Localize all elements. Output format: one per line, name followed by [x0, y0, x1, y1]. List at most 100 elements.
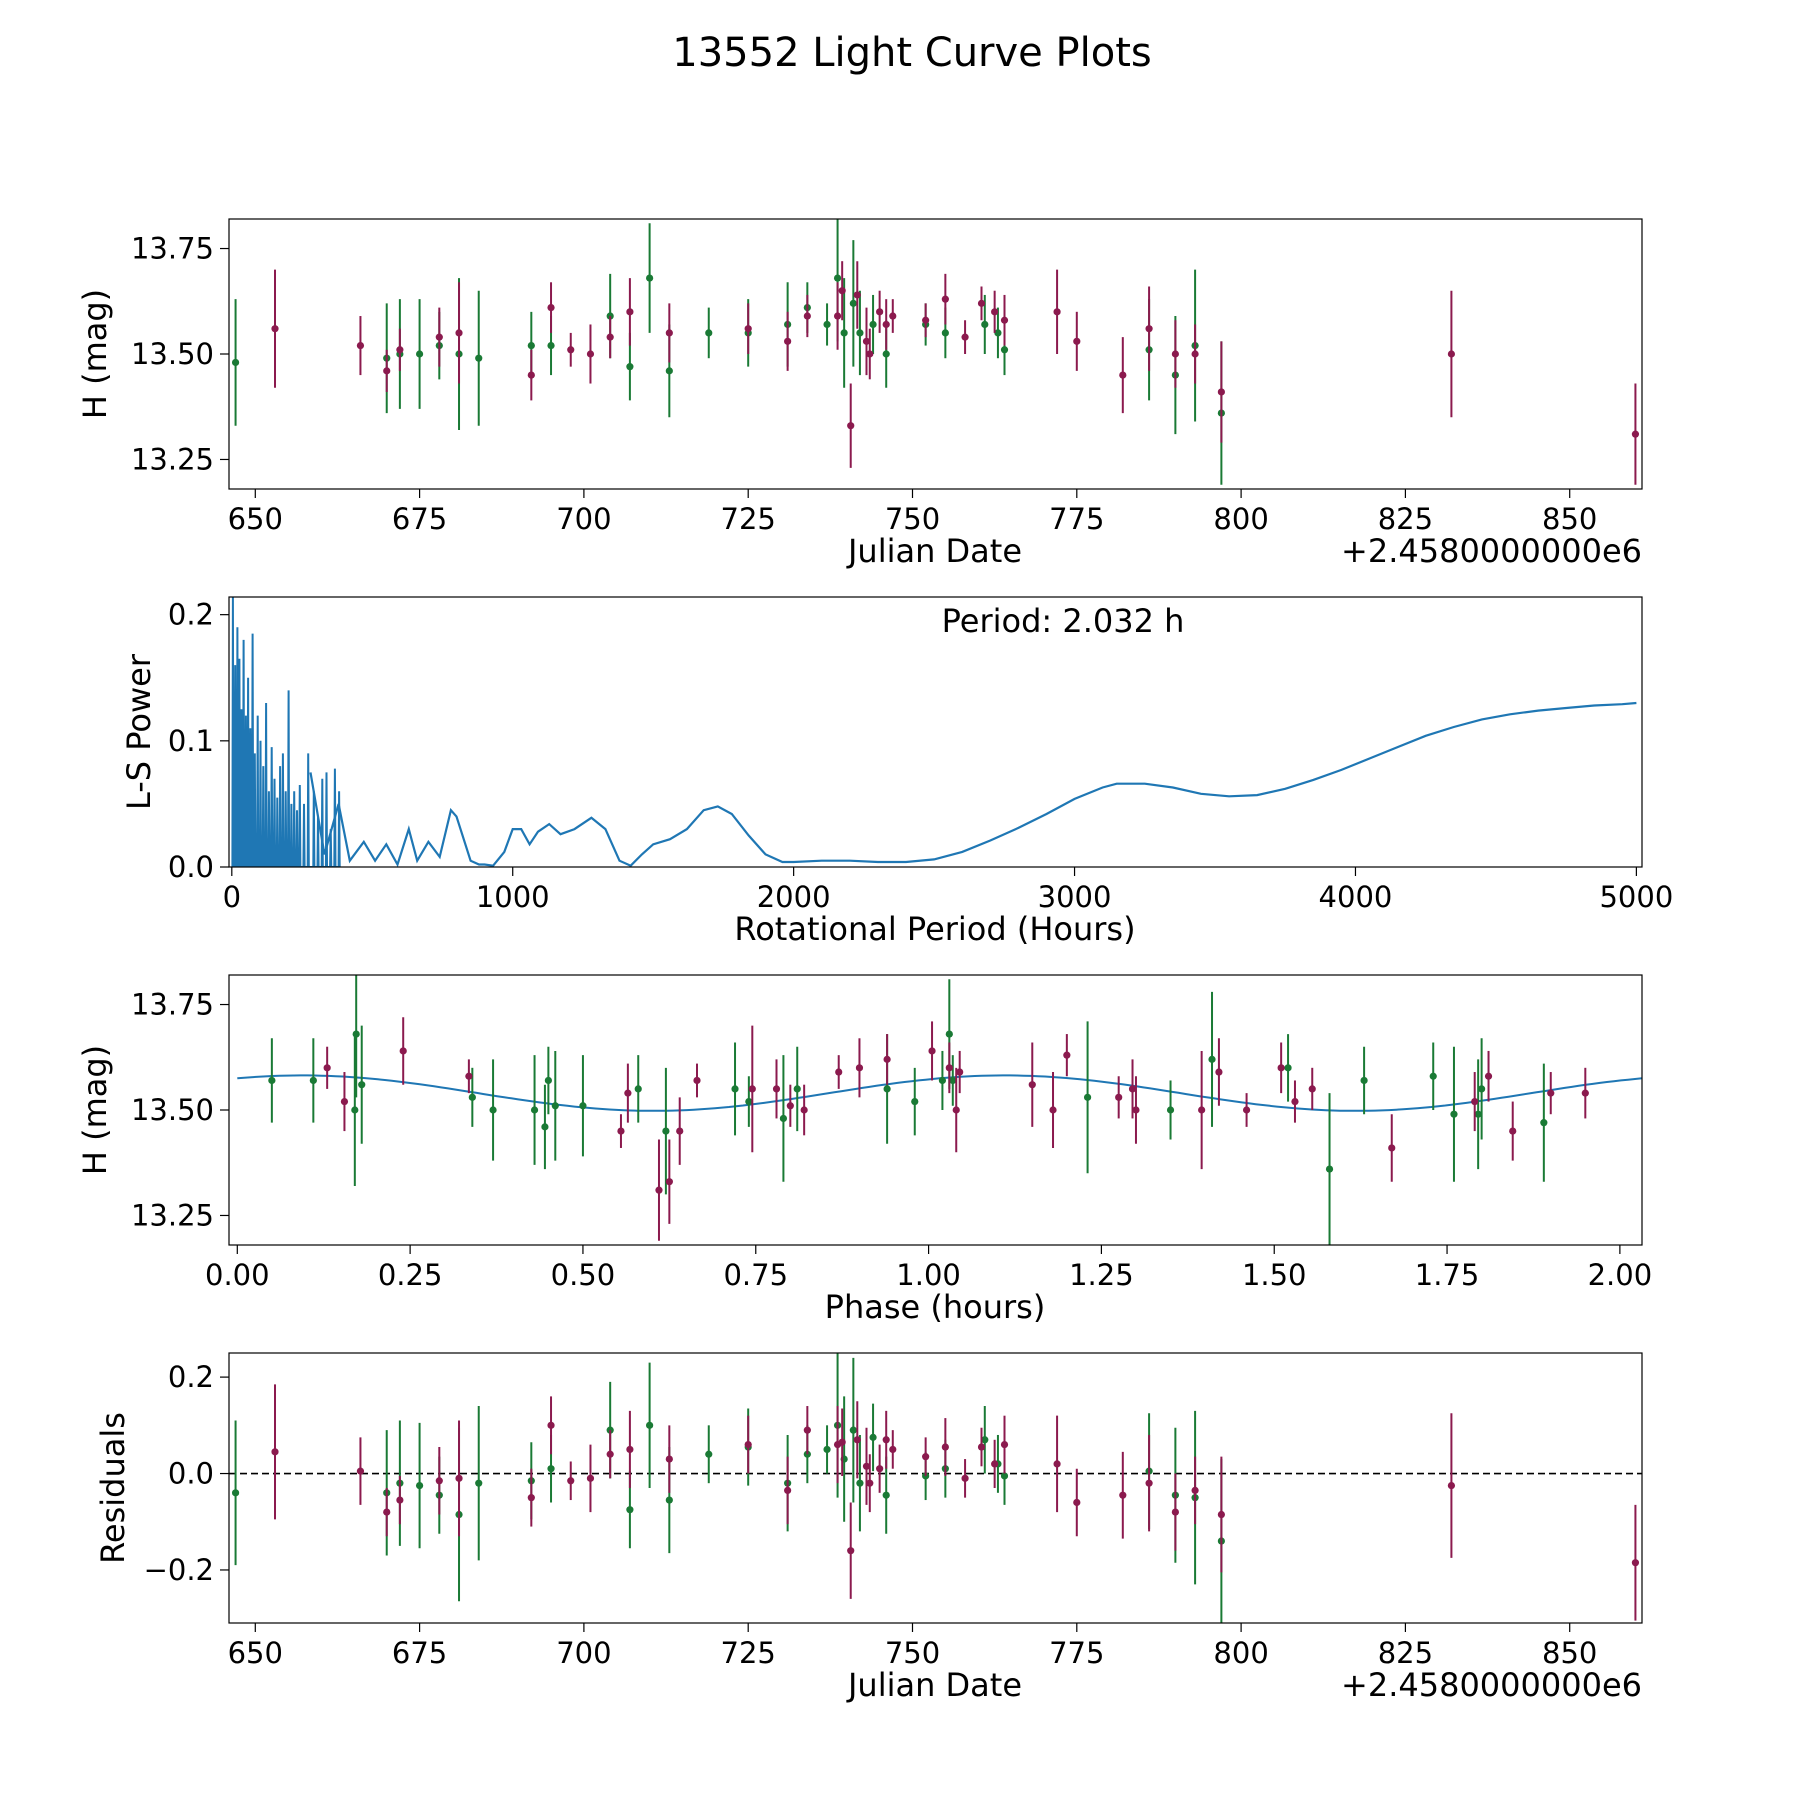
- data-point: [1198, 1106, 1206, 1114]
- data-point: [617, 1127, 625, 1135]
- data-point: [530, 1106, 539, 1114]
- data-point: [655, 1186, 663, 1194]
- data-point: [1171, 1508, 1179, 1516]
- data-point: [786, 1102, 794, 1110]
- data-point: [977, 299, 986, 307]
- data-point: [772, 1085, 781, 1093]
- x-tick-label: 3000: [1038, 880, 1112, 914]
- data-point: [662, 1127, 670, 1135]
- data-point: [1284, 1064, 1292, 1072]
- panel-periodogram: 0 1000 2000 3000 4000 5000 0.0 0.1 0.2 Period: 2…: [120, 596, 1673, 948]
- residuals-plot-area: [229, 1353, 1642, 1623]
- data-point: [1471, 1097, 1479, 1106]
- data-point: [800, 1106, 808, 1114]
- data-point: [567, 346, 575, 354]
- green-series: [268, 975, 1548, 1245]
- data-point: [849, 1426, 857, 1434]
- x-tick-label: 825: [1378, 1636, 1433, 1670]
- data-point: [882, 350, 890, 358]
- x-tick-label: 1.50: [1242, 1258, 1307, 1292]
- data-point: [856, 329, 864, 337]
- phased-xlabel: Phase (hours): [825, 1288, 1046, 1326]
- data-point: [465, 1072, 473, 1080]
- residuals-ylabel: Residuals: [94, 1412, 132, 1564]
- data-point: [928, 1047, 936, 1055]
- data-point: [231, 358, 240, 367]
- data-point: [1277, 1064, 1285, 1072]
- y-tick-label: 0.2: [168, 1360, 214, 1394]
- data-point: [1073, 1498, 1081, 1507]
- data-point: [1509, 1127, 1517, 1135]
- x-tick-label: 675: [392, 502, 447, 536]
- x-tick-label: 850: [1542, 502, 1597, 536]
- data-point: [823, 1445, 831, 1454]
- data-point: [541, 1123, 549, 1131]
- data-point: [1000, 1441, 1009, 1449]
- data-point: [1145, 325, 1153, 333]
- data-point: [941, 295, 949, 303]
- y-tick-label: 0.2: [168, 598, 214, 632]
- data-point: [849, 299, 857, 307]
- data-point: [415, 1481, 424, 1490]
- x-tick-label: 0.00: [205, 1258, 270, 1292]
- data-point: [547, 1465, 555, 1473]
- data-point: [855, 1064, 864, 1072]
- data-point: [784, 337, 792, 345]
- data-point: [396, 1496, 404, 1504]
- periodogram-ylabel: L-S Power: [120, 653, 158, 810]
- data-point: [383, 367, 391, 375]
- data-point: [1540, 1119, 1548, 1127]
- x-tick-label: 0: [223, 880, 241, 914]
- x-tick-label: 0.25: [378, 1258, 443, 1292]
- data-point: [435, 1477, 443, 1485]
- panel-residuals: 650 675 700 725 750 775 800 825 850 −0.2 0.0 0.2 Ju…: [94, 1352, 1643, 1704]
- data-point: [1000, 346, 1009, 354]
- panel-phased: 0.00 0.25 0.50 0.75 1.00 1.25 1.50 1.75 2.00 13.2…: [76, 974, 1653, 1326]
- periodogram-marks: [231, 597, 1637, 867]
- data-point: [705, 1450, 713, 1458]
- data-point: [731, 1085, 739, 1093]
- periodogram-curve: [309, 701, 1637, 867]
- data-point: [1215, 1068, 1223, 1076]
- x-tick-label: 700: [556, 1636, 611, 1670]
- data-point: [889, 1445, 897, 1454]
- data-point: [352, 1030, 360, 1038]
- x-tick-label: 650: [228, 1636, 283, 1670]
- periodogram-xlabel: Rotational Period (Hours): [734, 910, 1135, 948]
- data-point: [745, 1097, 753, 1106]
- data-point: [626, 1506, 634, 1514]
- data-point: [358, 1081, 366, 1089]
- x-tick-label: 2.00: [1588, 1258, 1653, 1292]
- data-point: [838, 1438, 846, 1446]
- data-point: [882, 1436, 890, 1444]
- data-point: [1217, 1510, 1225, 1519]
- data-point: [866, 350, 874, 358]
- data-point: [323, 1064, 331, 1072]
- data-point: [547, 1421, 555, 1429]
- data-point: [1000, 1472, 1009, 1480]
- data-point: [838, 287, 846, 295]
- data-point: [351, 1106, 359, 1114]
- data-point: [869, 320, 877, 329]
- data-point: [941, 1443, 949, 1451]
- data-point: [1484, 1072, 1493, 1080]
- y-tick-label: 0.0: [168, 1457, 214, 1491]
- data-point: [876, 1465, 884, 1473]
- x-tick-label: 800: [1213, 1636, 1268, 1670]
- data-point: [1447, 350, 1456, 358]
- data-point: [994, 329, 1002, 337]
- x-tick-label: 0.75: [723, 1258, 788, 1292]
- data-point: [945, 1030, 953, 1038]
- data-point: [991, 308, 999, 316]
- periodogram-axes-frame: [228, 596, 1643, 868]
- y-tick-label: 13.50: [131, 337, 214, 371]
- x-tick-label: 0.50: [551, 1258, 616, 1292]
- data-point: [1217, 388, 1225, 396]
- data-point: [961, 333, 969, 341]
- data-point: [1308, 1085, 1316, 1093]
- data-point: [340, 1097, 349, 1106]
- data-point: [889, 312, 897, 320]
- phased-ylabel: H (mag): [76, 1045, 114, 1175]
